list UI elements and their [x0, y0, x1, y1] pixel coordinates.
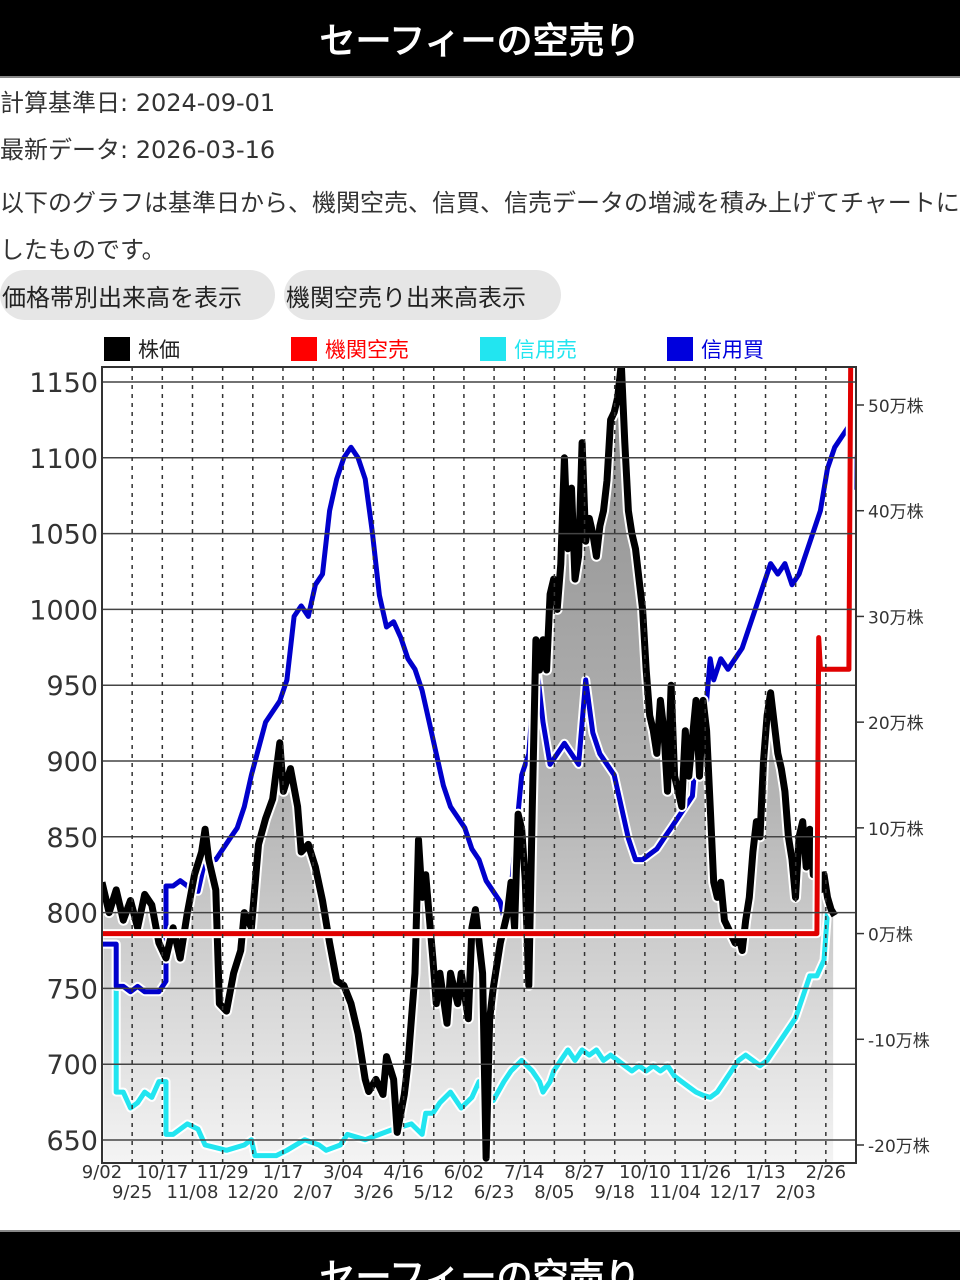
- y-right-tick-label: 30万株: [868, 608, 924, 628]
- x-tick-label: 8/27: [564, 1162, 604, 1183]
- y-left-tick-label: 700: [46, 1050, 98, 1081]
- y-right-tick-label: 10万株: [868, 820, 924, 840]
- base-date: 計算基準日: 2024-09-01: [0, 89, 276, 117]
- y-left-tick-label: 900: [46, 747, 98, 778]
- x-tick-label: 11/29: [197, 1162, 249, 1183]
- legend-label: 信用売: [514, 338, 577, 362]
- y-left-tick-label: 1000: [29, 595, 98, 626]
- x-tick-label: 5/12: [414, 1182, 454, 1203]
- page-title: セーフィーの空売り: [319, 21, 641, 62]
- series-line-信用売: [102, 912, 830, 1159]
- page-header: セーフィーの空売り: [0, 0, 960, 78]
- x-tick-label: 2/07: [293, 1182, 333, 1203]
- x-tick-label: 1/17: [263, 1162, 303, 1183]
- x-tick-label: 10/17: [136, 1162, 188, 1183]
- legend-item: 株価: [104, 337, 180, 362]
- short-selling-chart: 株価 機関空売 信用売 信用買 650 700 750 800 850 900 950 1000 10…: [29, 337, 930, 1203]
- y-left-tick-label: 850: [46, 823, 98, 854]
- short-volume-button[interactable]: 機関空売り出来高表示: [284, 270, 561, 320]
- legend-swatch-icon: [667, 337, 693, 361]
- y-left-tick-label: 750: [46, 974, 98, 1005]
- x-tick-label: 2/26: [806, 1162, 846, 1183]
- legend-label: 株価: [138, 338, 180, 362]
- y-left-tick-label: 1050: [29, 520, 98, 551]
- x-tick-label: 3/26: [353, 1182, 393, 1203]
- chart-legend: 株価 機関空売 信用売 信用買: [104, 337, 764, 362]
- x-tick-label: 11/26: [679, 1162, 731, 1183]
- y-left-tick-label: 1150: [29, 368, 98, 399]
- series-line-信用買: [102, 423, 856, 995]
- x-tick-label: 9/18: [595, 1182, 635, 1203]
- legend-swatch-icon: [480, 337, 506, 361]
- y-right-tick-label: -10万株: [868, 1031, 930, 1051]
- legend-label: 機関空売: [325, 338, 409, 362]
- y-left-tick-label: 800: [46, 899, 98, 930]
- x-tick-label: 1/13: [745, 1162, 785, 1183]
- chart-description: 以下のグラフは基準日から、機関空売、信買、信売データの増減を積み上げてチャートに…: [0, 189, 960, 264]
- y-left-tick-label: 650: [46, 1126, 98, 1157]
- x-tick-label: 4/16: [383, 1162, 423, 1183]
- x-tick-label: 11/08: [167, 1182, 219, 1203]
- y-right-tick-label: 40万株: [868, 503, 924, 523]
- x-tick-label: 2/03: [775, 1182, 815, 1203]
- series-line-機関空売: [102, 367, 854, 937]
- legend-swatch-icon: [291, 337, 317, 361]
- x-tick-label: 3/04: [323, 1162, 363, 1183]
- y-right-tick-label: 50万株: [868, 397, 924, 417]
- x-tick-label: 7/14: [504, 1162, 544, 1183]
- x-tick-label: 6/02: [444, 1162, 484, 1183]
- x-tick-label: 8/05: [534, 1182, 574, 1203]
- y-left-tick-label: 950: [46, 671, 98, 702]
- x-tick-label: 9/02: [82, 1162, 122, 1183]
- x-tick-label: 6/23: [474, 1182, 514, 1203]
- latest-data-date: 最新データ: 2026-03-16: [0, 136, 276, 164]
- y-right-tick-label: 20万株: [868, 714, 924, 734]
- x-tick-label: 11/04: [649, 1182, 701, 1203]
- legend-swatch-icon: [104, 337, 130, 361]
- footer-header: セーフィーの空売り: [0, 1230, 960, 1280]
- y-right-tick-label: 0万株: [868, 926, 913, 946]
- x-tick-label: 9/25: [112, 1182, 152, 1203]
- legend-label: 信用買: [701, 338, 764, 362]
- legend-item: 機関空売: [291, 337, 409, 362]
- x-tick-label: 12/20: [227, 1182, 279, 1203]
- legend-item: 信用買: [667, 337, 764, 362]
- y-right-tick-label: -20万株: [868, 1137, 930, 1157]
- footer-title: セーフィーの空売り: [319, 1257, 641, 1280]
- y-left-tick-label: 1100: [29, 444, 98, 475]
- legend-item: 信用売: [480, 337, 577, 362]
- price-volume-button[interactable]: 価格帯別出来高を表示: [0, 270, 275, 320]
- x-tick-label: 12/17: [709, 1182, 761, 1203]
- x-tick-label: 10/10: [619, 1162, 671, 1183]
